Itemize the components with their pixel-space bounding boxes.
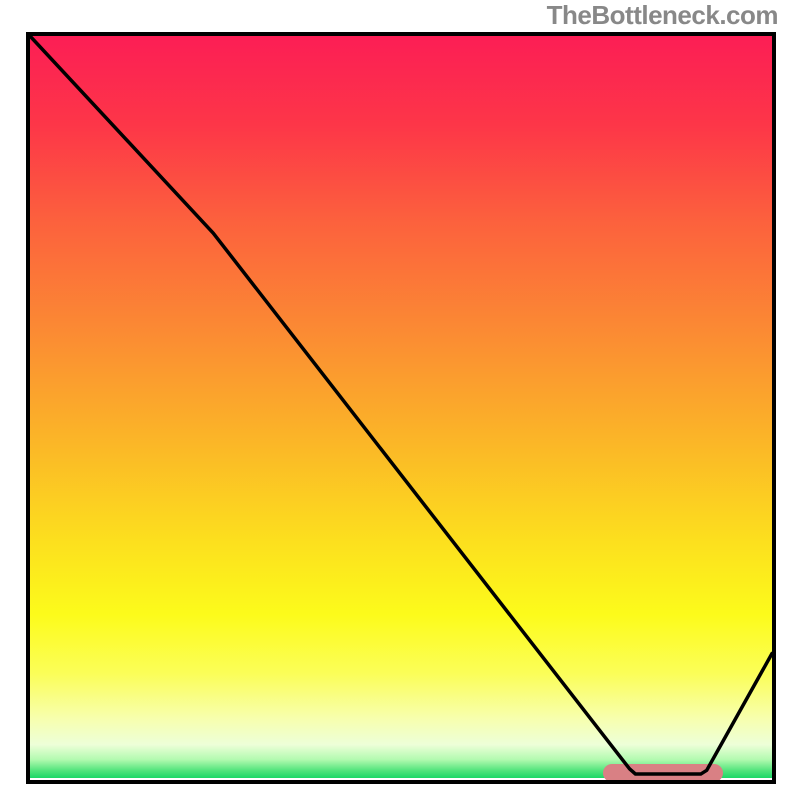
plot-frame: [26, 32, 776, 784]
chart-canvas: TheBottleneck.com: [0, 0, 800, 800]
attribution-text: TheBottleneck.com: [547, 0, 778, 31]
bottleneck-curve: [30, 36, 772, 780]
